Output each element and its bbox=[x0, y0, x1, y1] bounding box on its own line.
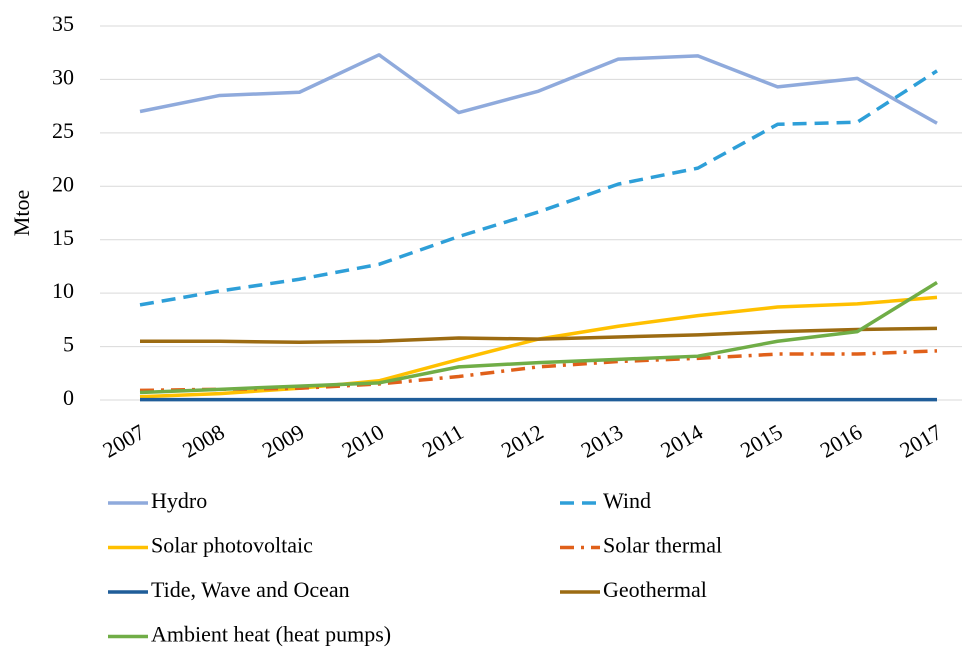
legend-label: Geothermal bbox=[603, 577, 707, 602]
y-tick-label: 35 bbox=[52, 11, 74, 36]
x-tick-label: 2008 bbox=[178, 419, 229, 463]
series-line bbox=[140, 326, 938, 345]
y-tick-label: 5 bbox=[63, 332, 74, 357]
y-tick-label: 0 bbox=[63, 385, 74, 410]
legend-label: Solar thermal bbox=[603, 533, 722, 558]
x-tick-label: 2015 bbox=[736, 419, 787, 463]
x-tick-label: 2013 bbox=[577, 419, 628, 463]
x-tick-label: 2007 bbox=[98, 419, 149, 463]
y-tick-label: 30 bbox=[52, 64, 74, 89]
y-tick-label: 25 bbox=[52, 118, 74, 143]
legend-label: Tide, Wave and Ocean bbox=[151, 577, 350, 602]
legend-label: Hydro bbox=[151, 488, 207, 513]
y-tick-label: 10 bbox=[52, 278, 74, 303]
legend-label: Ambient heat (heat pumps) bbox=[151, 622, 391, 647]
legend-label: Solar photovoltaic bbox=[151, 533, 313, 558]
y-tick-label: 20 bbox=[52, 171, 74, 196]
x-tick-label: 2012 bbox=[497, 419, 548, 463]
x-tick-label: 2010 bbox=[338, 419, 389, 463]
x-tick-label: 2009 bbox=[258, 419, 309, 463]
series-line bbox=[139, 349, 938, 393]
series-line bbox=[139, 53, 938, 125]
x-tick-label: 2016 bbox=[816, 419, 867, 463]
x-tick-label: 2014 bbox=[656, 419, 707, 463]
series-line bbox=[139, 280, 938, 395]
x-tick-label: 2011 bbox=[418, 419, 468, 462]
x-tick-label: 2017 bbox=[895, 419, 946, 463]
y-tick-label: 15 bbox=[52, 225, 74, 250]
legend-label: Wind bbox=[603, 488, 651, 513]
series-line bbox=[139, 69, 938, 307]
series-line bbox=[139, 295, 938, 399]
y-axis-label: Mtoe bbox=[9, 190, 34, 236]
